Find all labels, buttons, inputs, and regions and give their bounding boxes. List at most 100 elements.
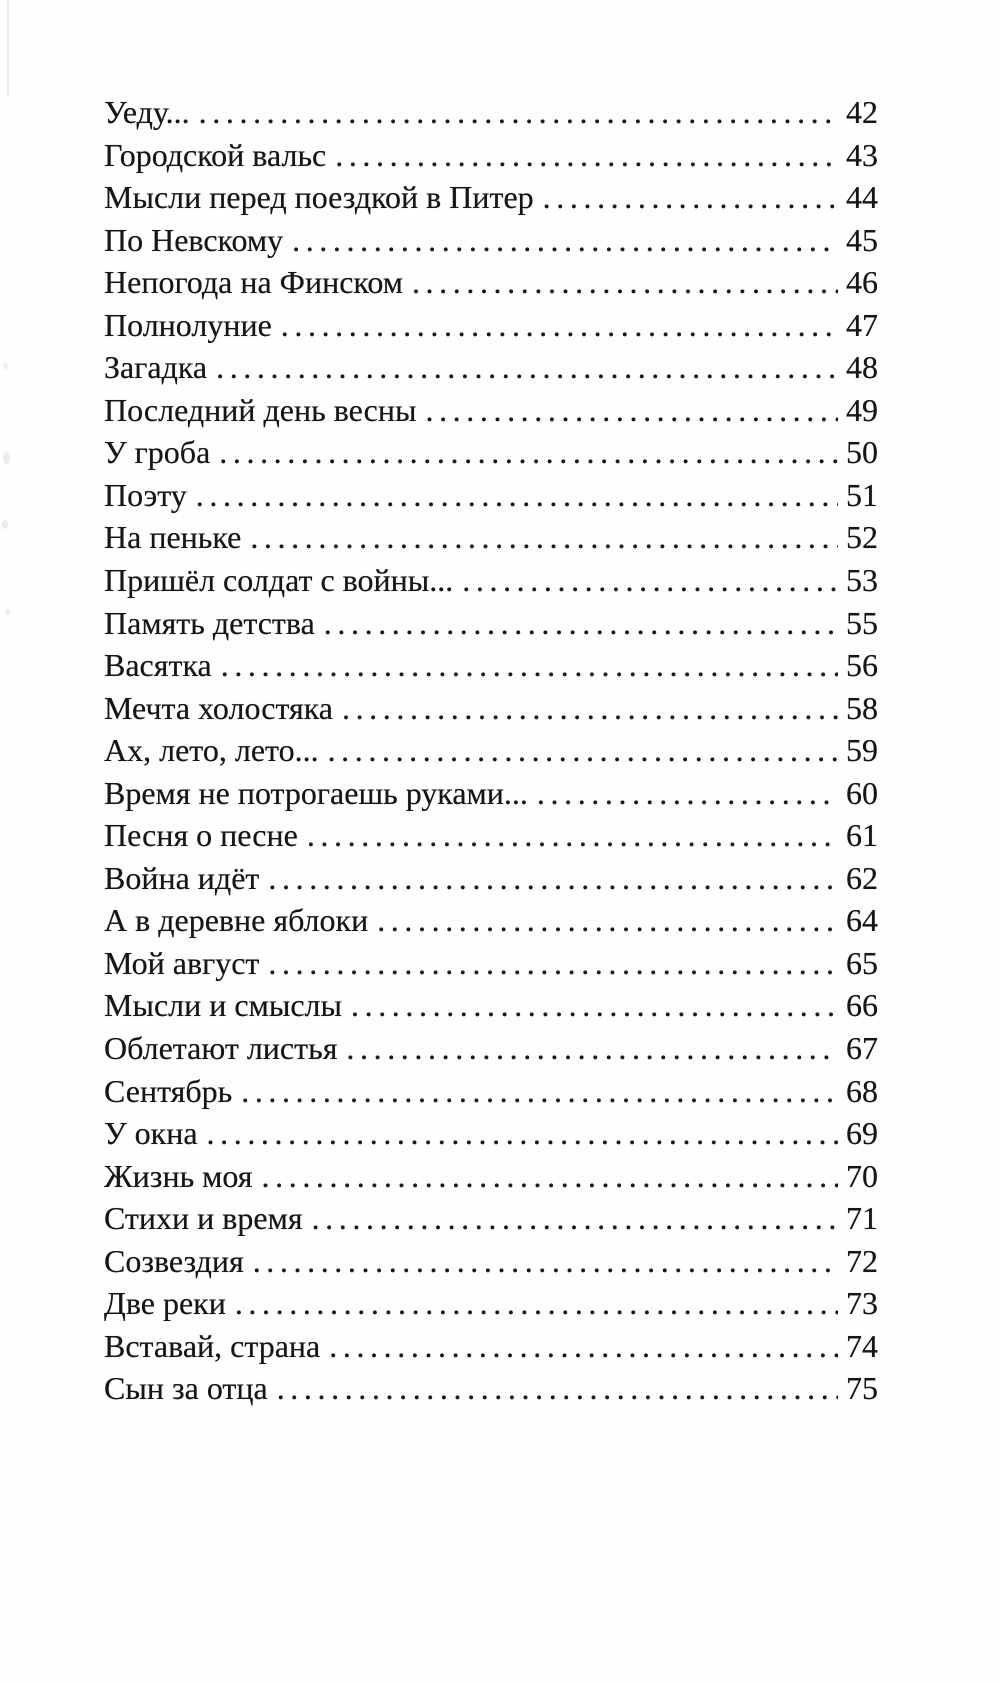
toc-entry-title: Память детства	[104, 604, 315, 641]
toc-entry: Загадка. . . . . . . . . . . . . . . . .…	[104, 346, 878, 389]
toc-entry-page: 58	[846, 689, 878, 726]
toc-entry: Облетают листья. . . . . . . . . . . . .…	[104, 1027, 878, 1070]
toc-entry: Сентябрь. . . . . . . . . . . . . . . . …	[104, 1070, 878, 1113]
scan-edge-artifact	[7, 0, 9, 96]
toc-entry-title: По Невскому	[104, 221, 284, 258]
toc-entry-title: Последний день весны	[104, 391, 417, 428]
scan-speck-artifact	[2, 520, 8, 529]
dot-leader: . . . . . . . . . . . . . . . . . . . . …	[219, 434, 838, 471]
toc-entry-title: Непогода на Финском	[104, 264, 403, 301]
toc-entry: Время не потрогаешь руками.... . . . . .…	[104, 772, 878, 815]
toc-entry-title: Сентябрь	[104, 1072, 233, 1109]
toc-entry-page: 46	[846, 264, 878, 301]
toc-entry-page: 45	[846, 221, 878, 258]
toc-entry-title: Созвездия	[104, 1242, 244, 1279]
toc-entry: Ах, лето, лето.... . . . . . . . . . . .…	[104, 729, 878, 772]
toc-entry-title: На пеньке	[104, 519, 242, 556]
toc-entry-title: Пришёл солдат с войны...	[104, 562, 454, 599]
toc-entry: Песня о песне. . . . . . . . . . . . . .…	[104, 814, 878, 857]
toc-entry-title: Две реки	[104, 1285, 226, 1322]
dot-leader: . . . . . . . . . . . . . . . . . . . . …	[341, 689, 838, 726]
toc-entry: По Невскому. . . . . . . . . . . . . . .…	[104, 219, 878, 262]
toc-entry-title: Песня о песне	[104, 817, 298, 854]
dot-leader: . . . . . . . . . . . . . . . . . . . . …	[346, 1030, 838, 1067]
toc-entry: Война идёт. . . . . . . . . . . . . . . …	[104, 857, 878, 900]
dot-leader: . . . . . . . . . . . . . . . . . . . . …	[306, 817, 838, 854]
toc-entry-title: Вставай, страна	[104, 1327, 321, 1364]
toc-entry: У гроба. . . . . . . . . . . . . . . . .…	[104, 431, 878, 474]
toc-entry-title: Мечта холостяка	[104, 689, 333, 726]
toc-entry-page: 68	[846, 1072, 878, 1109]
toc-entry: Стихи и время. . . . . . . . . . . . . .…	[104, 1197, 878, 1240]
toc-entry: Уеду.... . . . . . . . . . . . . . . . .…	[104, 91, 878, 134]
dot-leader: . . . . . . . . . . . . . . . . . . . . …	[462, 562, 838, 599]
toc-entry-page: 51	[846, 476, 878, 513]
dot-leader: . . . . . . . . . . . . . . . . . . . . …	[234, 1285, 838, 1322]
dot-leader: . . . . . . . . . . . . . . . . . . . . …	[276, 1370, 838, 1407]
dot-leader: . . . . . . . . . . . . . . . . . . . . …	[216, 349, 838, 386]
toc-entry-page: 72	[846, 1242, 878, 1279]
dot-leader: . . . . . . . . . . . . . . . . . . . . …	[323, 604, 838, 641]
toc-entry-page: 70	[846, 1157, 878, 1194]
dot-leader: . . . . . . . . . . . . . . . . . . . . …	[335, 136, 838, 173]
toc-entry: А в деревне яблоки. . . . . . . . . . . …	[104, 899, 878, 942]
toc-entry-title: А в деревне яблоки	[104, 902, 369, 939]
toc-entry: Пришёл солдат с войны.... . . . . . . . …	[104, 559, 878, 602]
toc-entry-title: Загадка	[104, 349, 208, 386]
toc-entry: Созвездия. . . . . . . . . . . . . . . .…	[104, 1240, 878, 1283]
toc-entry: У окна. . . . . . . . . . . . . . . . . …	[104, 1112, 878, 1155]
toc-entry-page: 69	[846, 1115, 878, 1152]
dot-leader: . . . . . . . . . . . . . . . . . . . . …	[198, 94, 838, 130]
dot-leader: . . . . . . . . . . . . . . . . . . . . …	[292, 221, 838, 258]
dot-leader: . . . . . . . . . . . . . . . . . . . . …	[220, 647, 838, 684]
toc-entry: Жизнь моя. . . . . . . . . . . . . . . .…	[104, 1155, 878, 1198]
toc-entry-page: 64	[846, 902, 878, 939]
toc-entry-page: 44	[846, 179, 878, 216]
toc-entry-page: 71	[846, 1200, 878, 1237]
dot-leader: . . . . . . . . . . . . . . . . . . . . …	[206, 1115, 838, 1152]
toc-entry: Мой август. . . . . . . . . . . . . . . …	[104, 942, 878, 985]
toc-entry: Сын за отца. . . . . . . . . . . . . . .…	[104, 1367, 878, 1410]
dot-leader: . . . . . . . . . . . . . . . . . . . . …	[280, 306, 838, 343]
toc-entry-title: Полнолуние	[104, 306, 272, 343]
dot-leader: . . . . . . . . . . . . . . . . . . . . …	[241, 1072, 838, 1109]
dot-leader: . . . . . . . . . . . . . . . . . . . . …	[425, 391, 838, 428]
dot-leader: . . . . . . . . . . . . . . . . . . . . …	[411, 264, 838, 301]
toc-entry-page: 50	[846, 434, 878, 471]
dot-leader: . . . . . . . . . . . . . . . . . . . . …	[329, 1327, 838, 1364]
toc-entry: Последний день весны. . . . . . . . . . …	[104, 389, 878, 432]
toc-entry: Мечта холостяка. . . . . . . . . . . . .…	[104, 687, 878, 730]
toc-entry-page: 42	[846, 94, 878, 130]
dot-leader: . . . . . . . . . . . . . . . . . . . . …	[542, 179, 838, 216]
toc-entry-page: 61	[846, 817, 878, 854]
toc-entry: Васятка. . . . . . . . . . . . . . . . .…	[104, 644, 878, 687]
toc-entry-title: Время не потрогаешь руками...	[104, 774, 528, 811]
scan-speck-artifact	[5, 608, 10, 615]
toc-entry-page: 67	[846, 1030, 878, 1067]
toc-entry-page: 74	[846, 1327, 878, 1364]
toc-entry-page: 66	[846, 987, 878, 1024]
dot-leader: . . . . . . . . . . . . . . . . . . . . …	[195, 476, 838, 513]
dot-leader: . . . . . . . . . . . . . . . . . . . . …	[536, 774, 838, 811]
toc-entry: Поэту. . . . . . . . . . . . . . . . . .…	[104, 474, 878, 517]
dot-leader: . . . . . . . . . . . . . . . . . . . . …	[377, 902, 838, 939]
toc-entry-title: Война идёт	[104, 859, 260, 896]
toc-entry: Вставай, страна. . . . . . . . . . . . .…	[104, 1325, 878, 1368]
toc-entry-page: 55	[846, 604, 878, 641]
dot-leader: . . . . . . . . . . . . . . . . . . . . …	[327, 732, 838, 769]
toc-entry: Две реки. . . . . . . . . . . . . . . . …	[104, 1282, 878, 1325]
toc-entry-page: 65	[846, 944, 878, 981]
toc-entry: Городской вальс. . . . . . . . . . . . .…	[104, 134, 878, 177]
toc-entry-page: 43	[846, 136, 878, 173]
dot-leader: . . . . . . . . . . . . . . . . . . . . …	[351, 987, 838, 1024]
toc-entry-title: Сын за отца	[104, 1370, 268, 1407]
toc-entry-page: 52	[846, 519, 878, 556]
toc-entry-title: Уеду...	[104, 94, 190, 130]
toc-entry-page: 47	[846, 306, 878, 343]
toc-entry: Мысли и смыслы. . . . . . . . . . . . . …	[104, 984, 878, 1027]
toc-entry-title: У окна	[104, 1115, 198, 1152]
dot-leader: . . . . . . . . . . . . . . . . . . . . …	[311, 1200, 838, 1237]
toc-entry-title: Мысли и смыслы	[104, 987, 342, 1024]
toc-entry-title: У гроба	[104, 434, 211, 471]
